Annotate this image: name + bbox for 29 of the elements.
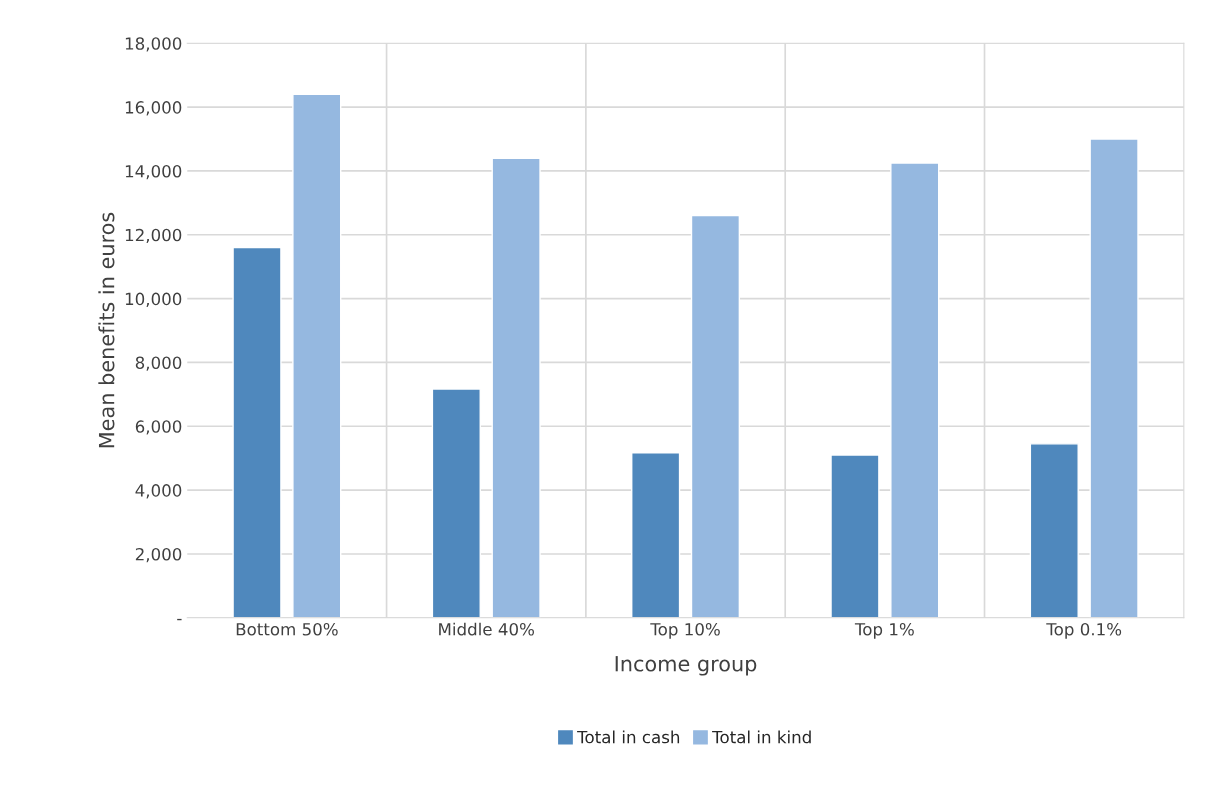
bar bbox=[232, 246, 282, 618]
y-tick-label: 18,000 bbox=[125, 37, 182, 52]
bar bbox=[491, 157, 541, 618]
x-tick-label: Top 10% bbox=[650, 622, 720, 639]
y-tick-label: 14,000 bbox=[125, 164, 182, 180]
y-tick-label: 6,000 bbox=[135, 420, 182, 435]
y-tick-label: 2,000 bbox=[135, 547, 182, 563]
x-tick-label: Top 0.1% bbox=[1046, 622, 1122, 639]
y-tick-label: 16,000 bbox=[125, 101, 182, 116]
y-tick-label: 12,000 bbox=[125, 228, 182, 244]
bar bbox=[830, 454, 880, 618]
bar bbox=[1029, 443, 1079, 618]
x-axis-title: Income group bbox=[615, 656, 757, 676]
legend-label: Total in cash bbox=[577, 730, 680, 744]
bar bbox=[890, 162, 940, 618]
y-tick-label: - bbox=[177, 618, 182, 621]
y-tick-label: 8,000 bbox=[135, 356, 182, 371]
y-tick-label: 10,000 bbox=[125, 292, 182, 307]
x-tick-label: Middle 40% bbox=[439, 622, 534, 636]
bar bbox=[292, 93, 342, 618]
bar bbox=[631, 452, 681, 618]
bar bbox=[690, 214, 741, 618]
bar bbox=[1089, 138, 1139, 618]
y-tick-label: 4,000 bbox=[135, 484, 182, 499]
y-axis-title: Mean benefits in euros bbox=[98, 212, 115, 448]
legend-label: Total in kind bbox=[712, 730, 811, 744]
bar bbox=[431, 388, 481, 618]
x-tick-label: Top 1% bbox=[854, 622, 914, 639]
x-tick-label: Bottom 50% bbox=[236, 622, 338, 636]
